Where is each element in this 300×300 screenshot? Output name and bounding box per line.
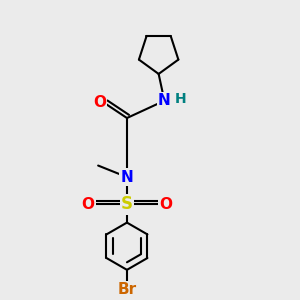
- Text: O: O: [82, 197, 94, 212]
- Text: O: O: [159, 197, 172, 212]
- Text: H: H: [174, 92, 186, 106]
- Text: N: N: [158, 93, 171, 108]
- Text: S: S: [121, 195, 133, 213]
- Text: N: N: [121, 169, 133, 184]
- Text: O: O: [93, 95, 106, 110]
- Text: Br: Br: [117, 282, 136, 297]
